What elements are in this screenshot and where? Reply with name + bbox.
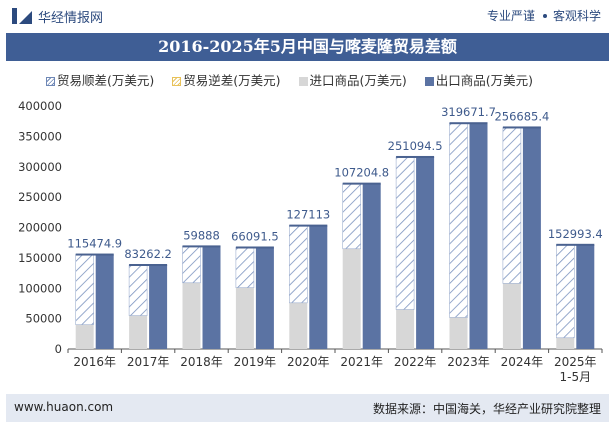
tagline: 专业严谨 客观科学 — [487, 7, 601, 24]
import-bar[interactable] — [235, 287, 254, 349]
legend-item-export[interactable]: 出口商品(万美元) — [424, 70, 534, 89]
surplus-bar[interactable] — [555, 244, 575, 339]
bar-top-edge — [75, 253, 114, 256]
x-tick-label: 2024年 — [501, 355, 544, 369]
y-tick-label: 150000 — [18, 251, 62, 265]
x-tick-label: 2025年 — [554, 355, 597, 369]
surplus-data-label: 83262.2 — [124, 247, 172, 261]
surplus-data-label: 66091.5 — [231, 229, 279, 243]
logo-icon — [12, 8, 32, 24]
x-tick-label: 2018年 — [180, 355, 223, 369]
legend-swatch-export — [424, 77, 434, 86]
bars — [75, 122, 595, 350]
surplus-data-label: 256685.4 — [494, 109, 549, 123]
y-tick-label: 50000 — [25, 312, 62, 326]
bar-top-edge — [449, 122, 488, 125]
legend-label-surplus: 贸易顺差(万美元) — [57, 73, 155, 88]
export-bar[interactable] — [95, 254, 114, 349]
x-tick-label: 2023年 — [447, 355, 490, 369]
surplus-bar[interactable] — [235, 247, 255, 288]
surplus-bar[interactable] — [182, 246, 201, 284]
legend-label-deficit: 贸易逆差(万美元) — [183, 73, 281, 88]
legend-swatch-import — [298, 77, 308, 86]
legend-item-deficit[interactable]: 贸易逆差(万美元) — [172, 70, 281, 89]
import-bar[interactable] — [129, 315, 148, 349]
y-tick-label: 300000 — [18, 160, 62, 174]
import-bar[interactable] — [75, 324, 94, 349]
export-bar[interactable] — [362, 183, 381, 349]
legend-label-import: 进口商品(万美元) — [309, 73, 407, 88]
surplus-bar[interactable] — [128, 264, 148, 316]
legend-label-export: 出口商品(万美元) — [435, 73, 534, 88]
import-bar[interactable] — [449, 317, 468, 349]
bar-top-edge — [182, 245, 221, 248]
y-tick-label: 100000 — [18, 281, 62, 295]
y-tick-label: 250000 — [18, 190, 62, 204]
import-bar[interactable] — [182, 282, 201, 349]
x-tick-label: 2021年 — [340, 355, 383, 369]
legend-swatch-deficit — [172, 77, 182, 86]
footer: www.huaon.com 数据来源：中国海关，华经产业研究院整理 — [6, 394, 609, 422]
surplus-bar[interactable] — [449, 122, 468, 318]
bar-top-edge — [556, 243, 595, 246]
tagline-dot — [542, 13, 547, 18]
surplus-data-label: 319671.7 — [441, 105, 496, 119]
export-bar[interactable] — [202, 246, 221, 349]
import-bar[interactable] — [396, 309, 415, 349]
legend-item-surplus[interactable]: 贸易顺差(万美元) — [46, 70, 154, 89]
bar-top-edge — [235, 246, 274, 249]
y-tick-label: 350000 — [18, 129, 62, 143]
x-tick-label: 2019年 — [234, 355, 277, 369]
import-bar[interactable] — [289, 302, 308, 349]
x-tick-label: 2017年 — [127, 355, 170, 369]
surplus-data-label: 107204.8 — [334, 166, 389, 180]
surplus-bar[interactable] — [288, 225, 308, 304]
surplus-bar[interactable] — [342, 183, 362, 250]
surplus-data-label: 251094.5 — [388, 139, 443, 153]
bar-top-edge — [342, 182, 381, 185]
import-bar[interactable] — [502, 283, 521, 349]
surplus-bar[interactable] — [75, 254, 94, 325]
bar-top-edge — [502, 126, 541, 129]
legend: 贸易顺差(万美元) 贸易逆差(万美元) 进口商品(万美元) 出口商品(万美元) — [46, 70, 547, 88]
export-bar[interactable] — [576, 244, 595, 349]
chart-title: 2016-2025年5月中国与喀麦隆贸易差额 — [6, 33, 609, 61]
surplus-data-label: 115474.9 — [67, 237, 122, 251]
export-bar[interactable] — [469, 123, 488, 349]
bar-top-edge — [129, 264, 168, 267]
brand-name: 华经情报网 — [38, 11, 104, 26]
surplus-bar[interactable] — [502, 127, 522, 284]
surplus-data-label: 127113 — [286, 208, 330, 222]
import-bar[interactable] — [556, 337, 575, 349]
top-bar: 华经情报网 专业严谨 客观科学 — [0, 0, 615, 32]
footer-site-link[interactable]: www.huaon.com — [14, 400, 114, 414]
x-tick-label: 2016年 — [73, 355, 116, 369]
bar-top-edge — [289, 224, 328, 227]
x-tick-label: 1-5月 — [559, 370, 591, 384]
tagline-professional: 专业严谨 — [486, 9, 535, 23]
export-bar[interactable] — [309, 225, 328, 349]
export-bar[interactable] — [255, 247, 274, 349]
export-bar[interactable] — [416, 156, 435, 349]
y-tick-label: 400000 — [18, 99, 62, 113]
y-tick-label: 200000 — [18, 221, 62, 235]
x-tick-label: 2020年 — [287, 355, 330, 369]
tagline-objective: 客观科学 — [552, 9, 601, 23]
export-bar[interactable] — [522, 127, 541, 350]
y-tick-label: 0 — [55, 342, 62, 356]
surplus-data-label: 152993.4 — [548, 227, 603, 241]
legend-swatch-surplus — [46, 77, 55, 86]
x-tick-label: 2022年 — [394, 355, 437, 369]
surplus-bar[interactable] — [395, 156, 415, 310]
footer-source: 数据来源：中国海关，华经产业研究院整理 — [372, 402, 601, 416]
export-bar[interactable] — [149, 265, 168, 349]
import-bar[interactable] — [342, 248, 361, 349]
axes: 0 50000 100000 150000 200000 250000 300000 3500… — [18, 99, 603, 384]
legend-item-import[interactable]: 进口商品(万美元) — [298, 70, 407, 89]
surplus-data-label: 59888 — [183, 228, 220, 242]
bar-top-edge — [396, 155, 435, 158]
